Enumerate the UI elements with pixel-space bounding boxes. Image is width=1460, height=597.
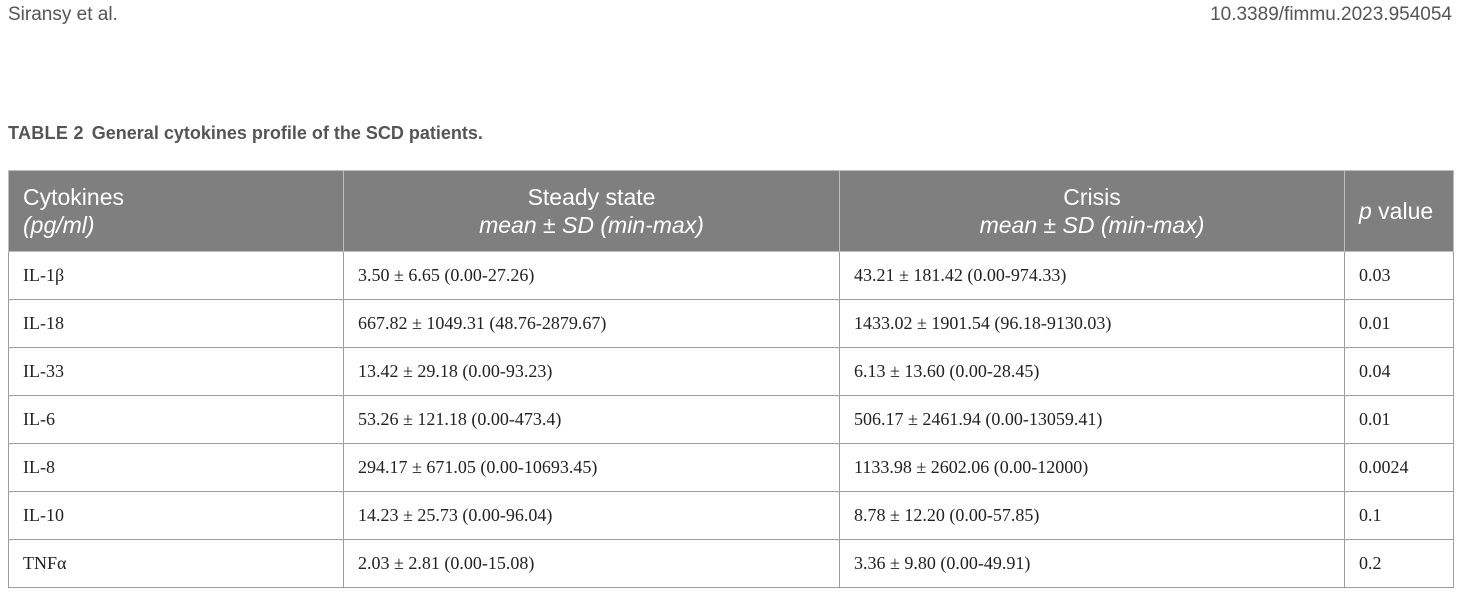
column-header-value: value <box>1371 198 1434 224</box>
cytokines-table: Cytokines (pg/ml) Steady state mean ± SD… <box>8 170 1454 588</box>
column-header-main: Steady state <box>527 184 656 210</box>
table-row: IL-1β 3.50 ± 6.65 (0.00-27.26) 43.21 ± 1… <box>8 251 1454 300</box>
table-caption: TABLE 2 General cytokines profile of the … <box>8 123 483 144</box>
cell-crisis: 1133.98 ± 2602.06 (0.00-12000) <box>839 443 1345 492</box>
cell-crisis: 1433.02 ± 1901.54 (96.18-9130.03) <box>839 299 1345 348</box>
cell-cytokine: IL-33 <box>8 347 344 396</box>
running-header-authors: Siransy et al. <box>8 4 118 25</box>
cell-p-value: 0.01 <box>1344 299 1454 348</box>
cell-cytokine: TNFα <box>8 539 344 588</box>
cell-p-value: 0.2 <box>1344 539 1454 588</box>
table-row: IL-10 14.23 ± 25.73 (0.00-96.04) 8.78 ± … <box>8 491 1454 540</box>
table-caption-text: General cytokines profile of the SCD pat… <box>91 123 483 143</box>
cell-p-value: 0.04 <box>1344 347 1454 396</box>
cell-p-value: 0.01 <box>1344 395 1454 444</box>
table-row: IL-33 13.42 ± 29.18 (0.00-93.23) 6.13 ± … <box>8 347 1454 396</box>
column-header-main: Cytokines <box>23 184 124 210</box>
cell-p-value: 0.0024 <box>1344 443 1454 492</box>
cell-cytokine: IL-1β <box>8 251 344 300</box>
cell-steady-state: 13.42 ± 29.18 (0.00-93.23) <box>343 347 840 396</box>
cell-steady-state: 53.26 ± 121.18 (0.00-473.4) <box>343 395 840 444</box>
column-header-sub: (pg/ml) <box>23 212 95 238</box>
cell-steady-state: 14.23 ± 25.73 (0.00-96.04) <box>343 491 840 540</box>
cell-crisis: 8.78 ± 12.20 (0.00-57.85) <box>839 491 1345 540</box>
cell-steady-state: 2.03 ± 2.81 (0.00-15.08) <box>343 539 840 588</box>
column-header-steady-state: Steady state mean ± SD (min-max) <box>343 170 840 252</box>
column-header-sub: mean ± SD (min-max) <box>479 212 704 238</box>
cell-p-value: 0.1 <box>1344 491 1454 540</box>
cell-steady-state: 3.50 ± 6.65 (0.00-27.26) <box>343 251 840 300</box>
cell-crisis: 506.17 ± 2461.94 (0.00-13059.41) <box>839 395 1345 444</box>
cell-cytokine: IL-8 <box>8 443 344 492</box>
running-header-doi: 10.3389/fimmu.2023.954054 <box>1210 4 1452 25</box>
column-header-cytokines: Cytokines (pg/ml) <box>8 170 344 252</box>
table-row: IL-18 667.82 ± 1049.31 (48.76-2879.67) 1… <box>8 299 1454 348</box>
table-row: IL-6 53.26 ± 121.18 (0.00-473.4) 506.17 … <box>8 395 1454 444</box>
column-header-main: Crisis <box>1063 184 1121 210</box>
cell-crisis: 6.13 ± 13.60 (0.00-28.45) <box>839 347 1345 396</box>
cell-crisis: 43.21 ± 181.42 (0.00-974.33) <box>839 251 1345 300</box>
cell-cytokine: IL-6 <box>8 395 344 444</box>
table-caption-label: TABLE 2 <box>8 123 84 143</box>
cell-steady-state: 667.82 ± 1049.31 (48.76-2879.67) <box>343 299 840 348</box>
table-row: TNFα 2.03 ± 2.81 (0.00-15.08) 3.36 ± 9.8… <box>8 539 1454 588</box>
table-header-row: Cytokines (pg/ml) Steady state mean ± SD… <box>8 170 1454 252</box>
column-header-sub: mean ± SD (min-max) <box>979 212 1205 238</box>
column-header-p-value: p value <box>1344 170 1454 252</box>
cell-steady-state: 294.17 ± 671.05 (0.00-10693.45) <box>343 443 840 492</box>
cell-crisis: 3.36 ± 9.80 (0.00-49.91) <box>839 539 1345 588</box>
table-row: IL-8 294.17 ± 671.05 (0.00-10693.45) 113… <box>8 443 1454 492</box>
column-header-crisis: Crisis mean ± SD (min-max) <box>839 170 1345 252</box>
cell-cytokine: IL-18 <box>8 299 344 348</box>
cell-cytokine: IL-10 <box>8 491 344 540</box>
cell-p-value: 0.03 <box>1344 251 1454 300</box>
column-header-p: p <box>1359 198 1372 224</box>
